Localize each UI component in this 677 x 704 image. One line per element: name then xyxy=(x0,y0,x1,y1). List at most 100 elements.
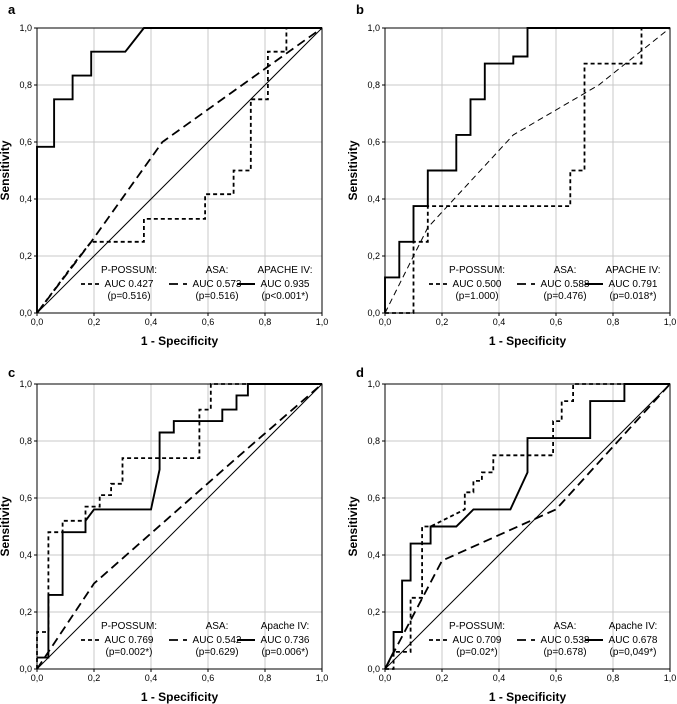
y-tick-label: 0,2 xyxy=(19,607,32,617)
roc-curve-thin-dash-1 xyxy=(384,27,671,314)
y-tick-label: 0,8 xyxy=(19,436,32,446)
x-axis-label: 1 - Specificity xyxy=(141,690,219,704)
y-tick-label: 0,4 xyxy=(367,194,380,204)
y-tick-label: 0,2 xyxy=(367,251,380,261)
roc-panel-b: 0,00,0 0,2 0,2 0,4 0,4 0,6 0,6 0,8 0,8 1,0 1,0 1 - … xyxy=(346,2,676,348)
legend-entry: ASA: AUC 0.538(p=0.678) xyxy=(517,621,590,658)
x-tick-label: 0,4 xyxy=(493,317,506,327)
legend-entry: Apache IV: AUC 0.678(p=0,049*) xyxy=(585,621,658,658)
x-tick-label: 0,8 xyxy=(259,317,272,327)
x-axis-label: 1 - Specificity xyxy=(489,334,567,348)
legend-p: (p=0.476) xyxy=(543,291,586,302)
legend-name: P-POSSUM: xyxy=(449,265,505,276)
legend-p: (p<0.001*) xyxy=(262,291,309,302)
x-tick-label: 0,8 xyxy=(259,673,272,683)
legend-entry: ASA: AUC 0.588(p=0.476) xyxy=(517,265,590,302)
x-tick-label: 0,2 xyxy=(436,673,449,683)
panel-label: c xyxy=(8,365,15,380)
legend-name: ASA: xyxy=(206,621,229,632)
roc-curve-solid-2 xyxy=(384,383,670,670)
x-tick-label: 0,6 xyxy=(550,317,563,327)
legend-name: APACHE IV: xyxy=(605,265,660,276)
roc-curve-long-dash-1 xyxy=(384,383,671,670)
x-tick-label: 0,0 xyxy=(31,673,44,683)
legend-name: ASA: xyxy=(206,265,229,276)
legend-entry: APACHE IV: AUC 0.791(p=0.018*) xyxy=(585,265,661,302)
roc-curve-diagonal-3 xyxy=(36,383,323,670)
legend-auc: AUC 0.791 xyxy=(609,279,658,290)
panel-label: b xyxy=(356,2,364,17)
plot-frame xyxy=(384,27,671,314)
y-tick-label: 0,8 xyxy=(367,436,380,446)
legend-name: Apache IV: xyxy=(609,621,658,632)
y-axis-label: Sensitivity xyxy=(346,496,360,556)
x-tick-label: 0,0 xyxy=(379,317,392,327)
y-tick-label: 1,0 xyxy=(19,23,32,33)
y-tick-label: 0,4 xyxy=(19,194,32,204)
y-tick-label: 0,8 xyxy=(19,80,32,90)
legend-entry: Apache IV: AUC 0.736(p=0.006*) xyxy=(237,621,310,658)
x-tick-label: 0,2 xyxy=(88,673,101,683)
roc-curve-short-dash-0 xyxy=(36,27,322,314)
x-tick-label: 1,0 xyxy=(664,317,677,327)
roc-curve-short-dash-0 xyxy=(36,383,322,669)
y-tick-label: 0,0 xyxy=(367,308,380,318)
y-tick-label: 0,6 xyxy=(19,137,32,147)
x-tick-label: 1,0 xyxy=(664,673,677,683)
y-tick-label: 0,0 xyxy=(367,664,380,674)
roc-panel-a: 0,00,0 0,2 0,2 0,4 0,4 0,6 0,6 0,8 0,8 1,0 1,0 1 - … xyxy=(0,2,328,348)
x-tick-label: 0,6 xyxy=(202,673,215,683)
legend-auc: AUC 0.588 xyxy=(541,279,590,290)
legend-auc: AUC 0.678 xyxy=(609,635,658,646)
x-tick-label: 0,2 xyxy=(88,317,101,327)
x-tick-label: 0,4 xyxy=(145,673,158,683)
y-tick-label: 0,6 xyxy=(19,493,32,503)
y-tick-label: 0,0 xyxy=(19,308,32,318)
y-axis-label: Sensitivity xyxy=(0,496,12,556)
legend-entry: P-POSSUM: AUC 0.709(p=0.02*) xyxy=(429,621,505,658)
legend-name: Apache IV: xyxy=(261,621,310,632)
legend-auc: AUC 0.573 xyxy=(193,279,242,290)
roc-curve-long-dash-1 xyxy=(36,27,323,314)
legend-auc: AUC 0.935 xyxy=(261,279,310,290)
y-tick-label: 1,0 xyxy=(367,379,380,389)
roc-curve-diagonal-3 xyxy=(384,383,671,670)
plot-frame xyxy=(384,383,671,670)
x-axis-label: 1 - Specificity xyxy=(489,690,567,704)
legend-p: (p=0.678) xyxy=(543,647,586,658)
y-tick-label: 0,2 xyxy=(19,251,32,261)
legend-auc: AUC 0.500 xyxy=(453,279,502,290)
legend-p: (p=0.516) xyxy=(195,291,238,302)
x-tick-label: 1,0 xyxy=(316,673,329,683)
roc-curve-diagonal-3 xyxy=(36,27,323,314)
legend-entry: ASA: AUC 0.542(p=0.629) xyxy=(169,621,242,658)
roc-panel-d: 0,00,0 0,2 0,2 0,4 0,4 0,6 0,6 0,8 0,8 1,0 1,0 1 - … xyxy=(346,365,676,704)
legend-entry: APACHE IV: AUC 0.935(p<0.001*) xyxy=(237,265,313,302)
x-tick-label: 0,8 xyxy=(607,673,620,683)
panel-label: a xyxy=(8,2,16,17)
roc-curve-short-dash-0 xyxy=(385,383,670,670)
plot-frame xyxy=(36,27,323,314)
y-tick-label: 0,6 xyxy=(367,493,380,503)
legend-p: (p=0.002*) xyxy=(106,647,153,658)
x-axis-label: 1 - Specificity xyxy=(141,334,219,348)
legend-name: ASA: xyxy=(554,265,577,276)
x-tick-label: 0,4 xyxy=(145,317,158,327)
legend-name: APACHE IV: xyxy=(257,265,312,276)
legend-auc: AUC 0.427 xyxy=(105,279,154,290)
legend-auc: AUC 0.769 xyxy=(105,635,154,646)
x-tick-label: 0,8 xyxy=(607,317,620,327)
y-tick-label: 1,0 xyxy=(367,23,380,33)
legend-auc: AUC 0.709 xyxy=(453,635,502,646)
legend-name: P-POSSUM: xyxy=(449,621,505,632)
legend-auc: AUC 0.538 xyxy=(541,635,590,646)
y-tick-label: 0,8 xyxy=(367,80,380,90)
legend-p: (p=0.018*) xyxy=(610,291,657,302)
legend-entry: P-POSSUM: AUC 0.500(p=1.000) xyxy=(429,265,505,302)
roc-curve-solid-2 xyxy=(384,27,670,313)
legend-entry: P-POSSUM: AUC 0.427(p=0.516) xyxy=(81,265,157,302)
x-tick-label: 0,0 xyxy=(379,673,392,683)
legend-auc: AUC 0.542 xyxy=(193,635,242,646)
x-tick-label: 0,6 xyxy=(550,673,563,683)
